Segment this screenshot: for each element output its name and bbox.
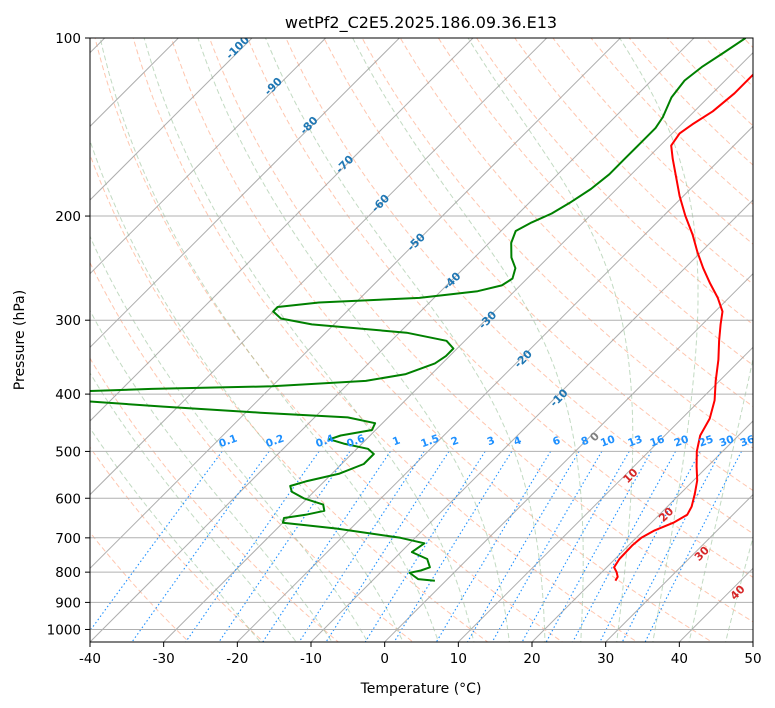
skew-isotherm [531,420,753,642]
y-tick-label: 500 [55,444,81,460]
mixing-ratio-label: 6 [551,435,562,449]
mixing-ratio-label: 0.2 [264,433,286,451]
x-tick-label: 30 [597,651,614,667]
dry-adiabat [755,11,775,654]
dry-adiabat [90,261,414,642]
mixing-ratio-label: 0.4 [314,433,336,451]
background-lines-layer [90,11,775,654]
plot-background [90,38,753,642]
dry-adiabat [247,38,753,578]
dry-adiabat [90,446,265,642]
dry-adiabat [552,38,753,245]
dry-adiabat [94,38,564,642]
dewpoint-line [90,38,747,582]
skew-isotherm [457,346,753,642]
y-tick-label: 600 [55,491,81,507]
mixing-ratio-label: 2 [449,435,460,449]
mixing-ratio-label: 20 [673,433,691,449]
mixing-ratio-line [491,451,603,642]
skew-isotherm [90,38,548,496]
dry-adiabat [323,38,753,492]
mixing-ratio-label: 3 [486,435,497,449]
x-axis-label: Temperature (°C) [360,681,482,697]
mixing-ratio-label: 8 [580,435,591,449]
plot-frame [89,37,754,643]
skew-isotherm [90,38,695,642]
skew-isotherm [236,125,753,642]
mixing-ratio-label: 1.5 [419,433,441,451]
y-tick-label: 100 [55,31,81,47]
mixing-ratio-label: 4 [512,435,523,449]
mixing-ratio-line [545,451,652,642]
mixing-ratio-line [325,451,450,642]
skew-isotherm [90,38,401,349]
skew-isotherm [90,38,327,275]
mixing-ratio-line [262,451,391,642]
dry-adiabat [666,38,753,127]
dry-adiabat [132,38,638,642]
mixing-ratio-line [364,451,486,642]
dry-adiabat [285,38,753,535]
mixing-ratio-label: 36 [739,433,757,449]
mixing-ratio-label: 1 [391,435,402,449]
y-tick-label: 900 [55,595,81,611]
mixing-ratio-label: 25 [697,433,715,449]
skew-isotherm [604,493,753,642]
mixing-ratio-label: 0.1 [217,433,239,451]
skew-isotherm [90,38,180,128]
moist-adiabat [725,535,753,642]
mixing-ratio-line [644,451,742,642]
y-axis-label: Pressure (hPa) [12,290,28,390]
x-tick-label: -30 [153,651,175,667]
skew-isotherm [383,272,753,642]
mixing-ratio-line [435,451,552,642]
skew-isotherm [310,199,753,642]
y-tick-label: 700 [55,531,81,547]
mixing-ratio-label: 10 [599,433,617,449]
mixing-ratio-line [298,451,425,642]
y-tick-label: 300 [55,313,81,329]
moist-adiabat [90,235,369,642]
x-tick-label: 0 [380,651,389,667]
mixing-ratio-line [521,451,630,642]
mixing-ratio-label: 30 [718,433,736,449]
dry-adiabat [170,38,713,642]
dry-adiabat [437,38,753,366]
x-tick-label: 40 [671,651,688,667]
mixing-ratio-label: 13 [626,433,644,449]
mixing-ratio-label: 16 [648,433,666,449]
moist-adiabat [143,38,475,642]
moist-adiabat [688,356,753,642]
skew-isotherm [90,38,622,570]
y-tick-label: 1000 [47,622,81,638]
x-tick-label: -10 [300,651,322,667]
skew-isotherm [90,38,474,422]
dry-adiabat [476,38,753,326]
mixing-ratio-line [218,451,351,642]
y-tick-label: 800 [55,565,81,581]
moist-adiabat [99,38,440,642]
series-layer [90,38,753,582]
x-tick-label: -40 [79,651,101,667]
skew-isotherm [162,51,753,642]
moist-adiabat [90,309,333,642]
x-tick-label: 20 [523,651,540,667]
dry-adiabat [361,38,753,449]
skew-isotherm [90,38,253,201]
temperature-line [613,73,753,582]
y-tick-label: 200 [55,209,81,225]
x-tick-label: 50 [744,651,761,667]
chart-title: wetPf2_C2E5.2025.186.09.36.E13 [285,13,557,33]
x-tick-label: -20 [226,651,248,667]
axis-layer: -40 -30 -20 -10 0 10 20 30 40 5010020030040050060… [47,31,762,667]
mixing-ratio-line [131,451,270,642]
dry-adiabat [90,153,489,642]
mixing-ratio-label: 0.6 [345,433,367,451]
moist-adiabat [619,38,699,642]
y-tick-label: 400 [55,387,81,403]
x-tick-label: 10 [450,651,467,667]
